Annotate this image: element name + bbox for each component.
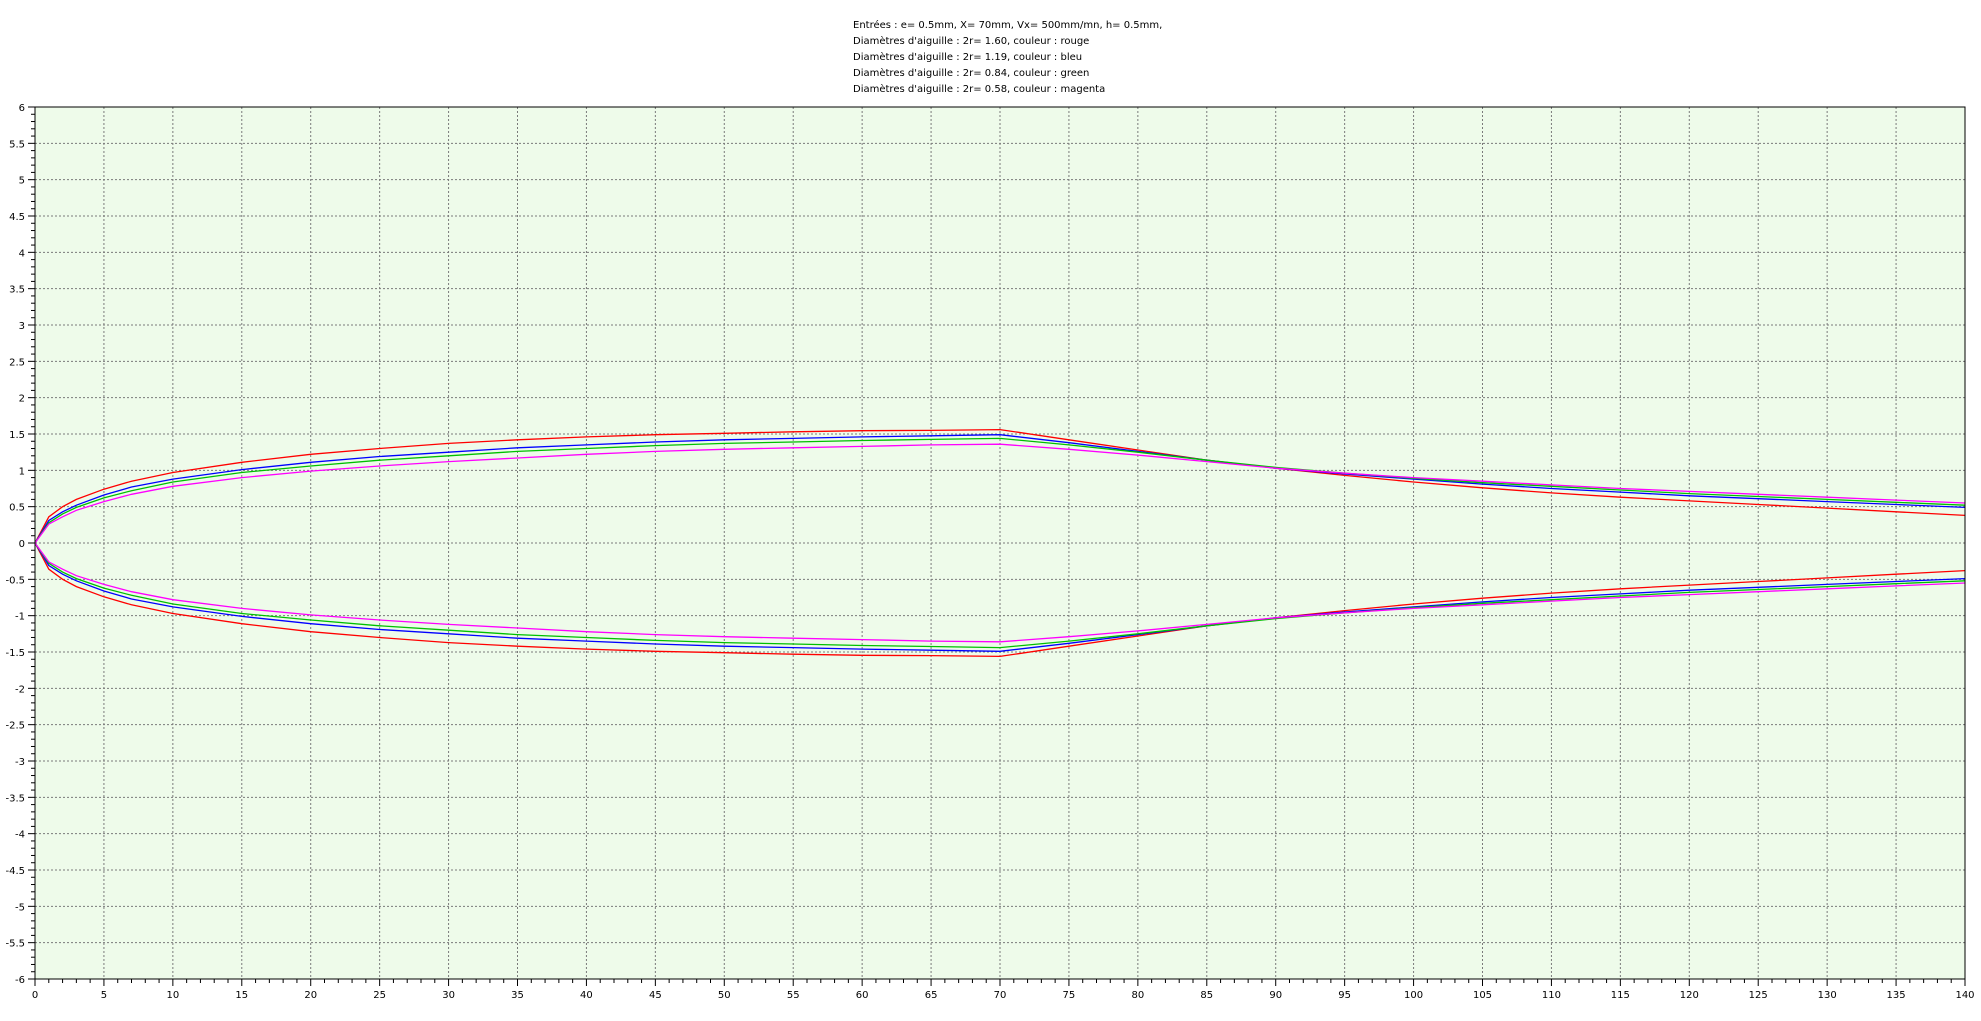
y-tick-label: 3.5	[9, 285, 25, 296]
x-tick-label: 30	[442, 990, 455, 1001]
x-tick-label: 135	[1887, 990, 1906, 1001]
x-tick-label: 140	[1955, 990, 1974, 1001]
x-tick-label: 55	[787, 990, 800, 1001]
x-tick-label: 70	[994, 990, 1007, 1001]
x-tick-label: 130	[1818, 990, 1837, 1001]
y-tick-label: -1.5	[5, 648, 25, 659]
x-tick-label: 100	[1404, 990, 1423, 1001]
y-tick-label: -4	[15, 830, 25, 841]
y-tick-label: 0	[19, 539, 25, 550]
y-tick-label: 5.5	[9, 139, 25, 150]
chart-title: Entrées : e= 0.5mm, X= 70mm, Vx= 500mm/m…	[853, 19, 1162, 95]
series-line-upper-1	[34, 434, 1966, 544]
y-tick-label: -2.5	[5, 721, 25, 732]
x-tick-label: 10	[166, 990, 179, 1001]
y-tick-label: 2	[19, 394, 25, 405]
x-tick-label: 25	[373, 990, 386, 1001]
y-tick-label: -1	[15, 612, 25, 623]
title-line-3: Diamètres d'aiguille : 2r= 0.84, couleur…	[853, 67, 1089, 79]
x-tick-label: 125	[1749, 990, 1768, 1001]
x-tick-label: 90	[1269, 990, 1282, 1001]
x-tick-label: 60	[856, 990, 869, 1001]
title-line-4: Diamètres d'aiguille : 2r= 0.58, couleur…	[853, 83, 1105, 95]
x-tick-label: 80	[1131, 990, 1144, 1001]
y-tick-label: -2	[15, 684, 25, 695]
x-tick-label: 110	[1542, 990, 1561, 1001]
y-tick-label: 1.5	[9, 430, 25, 441]
y-tick-label: -3.5	[5, 793, 25, 804]
x-tick-label: 95	[1338, 990, 1351, 1001]
title-line-1: Diamètres d'aiguille : 2r= 1.60, couleur…	[853, 35, 1089, 47]
x-tick-label: 50	[718, 990, 731, 1001]
y-tick-label: 1	[19, 466, 25, 477]
x-tick-label: 45	[649, 990, 662, 1001]
y-tick-label: -6	[15, 975, 25, 986]
x-tick-label: 20	[304, 990, 317, 1001]
y-tick-label: -4.5	[5, 866, 25, 877]
y-tick-label: 0.5	[9, 503, 25, 514]
y-tick-label: 6	[19, 103, 25, 114]
series-line-lower-3	[34, 542, 1966, 643]
x-tick-label: 65	[925, 990, 938, 1001]
x-tick-label: 35	[511, 990, 524, 1001]
series-line-upper-0	[34, 428, 1966, 544]
y-tick-label: 4.5	[9, 212, 25, 223]
title-line-0: Entrées : e= 0.5mm, X= 70mm, Vx= 500mm/m…	[853, 19, 1162, 31]
y-tick-label: 5	[19, 176, 25, 187]
x-tick-label: 5	[101, 990, 107, 1001]
y-tick-label: 3	[19, 321, 25, 332]
x-tick-label: 15	[235, 990, 248, 1001]
y-tick-label: -5.5	[5, 939, 25, 950]
x-tick-label: 85	[1200, 990, 1213, 1001]
y-tick-label: 4	[19, 248, 25, 259]
title-line-2: Diamètres d'aiguille : 2r= 1.19, couleur…	[853, 51, 1082, 63]
x-tick-label: 75	[1063, 990, 1076, 1001]
series-line-lower-2	[34, 542, 1966, 649]
x-tick-label: 40	[580, 990, 593, 1001]
x-tick-label: 0	[32, 990, 38, 1001]
x-tick-label: 105	[1473, 990, 1492, 1001]
series-line-lower-1	[34, 542, 1966, 652]
x-tick-label: 120	[1680, 990, 1699, 1001]
series-lines	[34, 428, 1966, 658]
series-line-upper-3	[34, 443, 1966, 544]
y-tick-label: -3	[15, 757, 25, 768]
series-line-upper-2	[34, 437, 1966, 544]
series-line-lower-0	[34, 542, 1966, 658]
grid	[35, 107, 1965, 979]
y-tick-label: 2.5	[9, 357, 25, 368]
x-tick-label: 115	[1611, 990, 1630, 1001]
y-tick-label: -0.5	[5, 575, 25, 586]
y-tick-label: -5	[15, 902, 25, 913]
axes: 0 5 10 15 20 25 30 35 40 45 50 55 60 65 70 75 80 85 90 95 10…	[5, 103, 1974, 1001]
